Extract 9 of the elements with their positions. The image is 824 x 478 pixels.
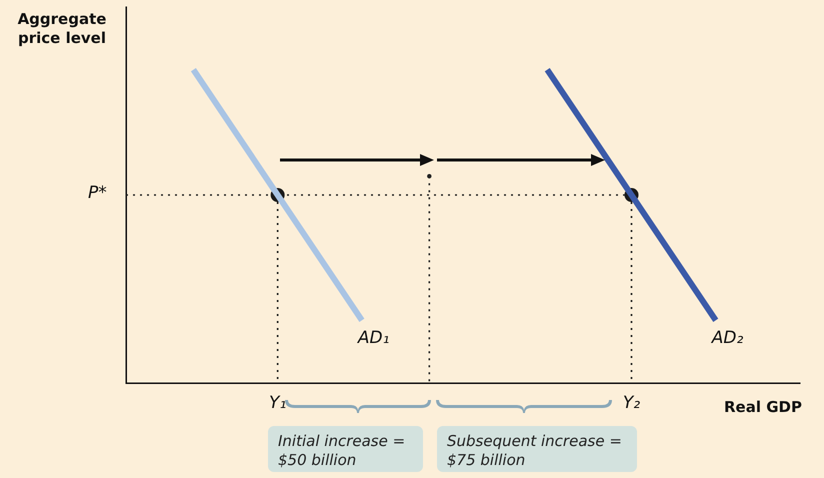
series-label: AD₂ bbox=[710, 328, 744, 348]
text: Subsequent increase = $75 billion bbox=[437, 426, 637, 472]
x-tick-label: Y₂ bbox=[622, 392, 640, 413]
text: P* bbox=[88, 183, 107, 203]
text: Initial increase = $50 billion bbox=[268, 426, 423, 472]
x-tick-label: Y₁ bbox=[269, 392, 286, 413]
y-axis-title: Aggregate price level bbox=[16, 10, 108, 48]
x-axis-title: Real GDP bbox=[724, 398, 802, 417]
series-label: AD₁ bbox=[356, 328, 390, 348]
